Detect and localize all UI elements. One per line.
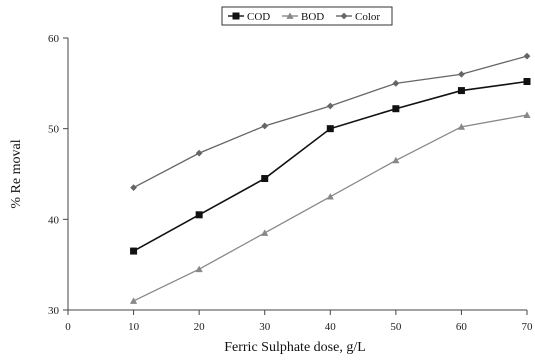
- y-axis-ticks: 30 40 50 60: [48, 33, 68, 317]
- legend-marker-cod: [232, 12, 240, 20]
- data-series: [129, 52, 531, 304]
- data-point-bod: [195, 265, 203, 273]
- data-point-color: [523, 52, 531, 60]
- axes: [67, 38, 527, 311]
- data-point-color: [130, 184, 137, 191]
- data-point-bod: [261, 229, 269, 236]
- y-axis-label: % Re moval: [9, 139, 24, 208]
- data-point-cod: [457, 87, 465, 95]
- legend-label-bod: BOD: [301, 11, 324, 23]
- data-point-cod: [523, 78, 531, 86]
- data-point-bod: [129, 297, 138, 304]
- x-tick-label: 10: [128, 321, 140, 333]
- data-point-bod: [523, 111, 531, 118]
- x-tick-label: 70: [522, 321, 534, 333]
- x-tick-label: 0: [65, 321, 71, 333]
- y-tick-label: 30: [48, 305, 60, 317]
- x-tick-label: 40: [325, 321, 337, 333]
- legend-label-cod: COD: [247, 11, 270, 23]
- y-tick-label: 60: [48, 33, 60, 45]
- x-axis-ticks: 0 10 20 30 40 50 60 70: [65, 310, 533, 333]
- legend-marker-bod: [286, 12, 294, 19]
- legend: COD BOD Color: [221, 6, 393, 26]
- data-point-bod: [457, 123, 466, 130]
- data-point-color: [261, 122, 269, 130]
- series-bod: [129, 111, 531, 304]
- x-tick-label: 20: [194, 321, 206, 333]
- data-point-bod: [326, 193, 334, 200]
- data-point-color: [195, 149, 203, 157]
- series-line-bod: [133, 114, 528, 302]
- data-point-bod: [392, 156, 400, 164]
- x-tick-label: 60: [456, 321, 468, 333]
- data-point-cod: [130, 247, 138, 255]
- data-point-cod: [195, 211, 203, 219]
- data-point-color: [458, 70, 465, 78]
- y-tick-label: 50: [48, 124, 60, 136]
- legend-marker-color: [340, 12, 348, 20]
- legend-box: [221, 6, 393, 26]
- data-point-cod: [326, 125, 334, 133]
- data-point-color: [326, 102, 334, 110]
- series-cod: [130, 78, 531, 255]
- x-tick-label: 50: [390, 321, 402, 333]
- data-point-cod: [261, 175, 269, 183]
- series-color: [130, 52, 531, 191]
- data-point-color: [392, 79, 400, 87]
- x-tick-label: 30: [259, 321, 271, 333]
- legend-label-color: Color: [355, 11, 380, 23]
- y-tick-label: 40: [48, 214, 60, 226]
- series-line-color: [133, 55, 528, 189]
- x-axis-label: Ferric Sulphate dose, g/L: [224, 340, 366, 355]
- data-point-cod: [392, 105, 400, 113]
